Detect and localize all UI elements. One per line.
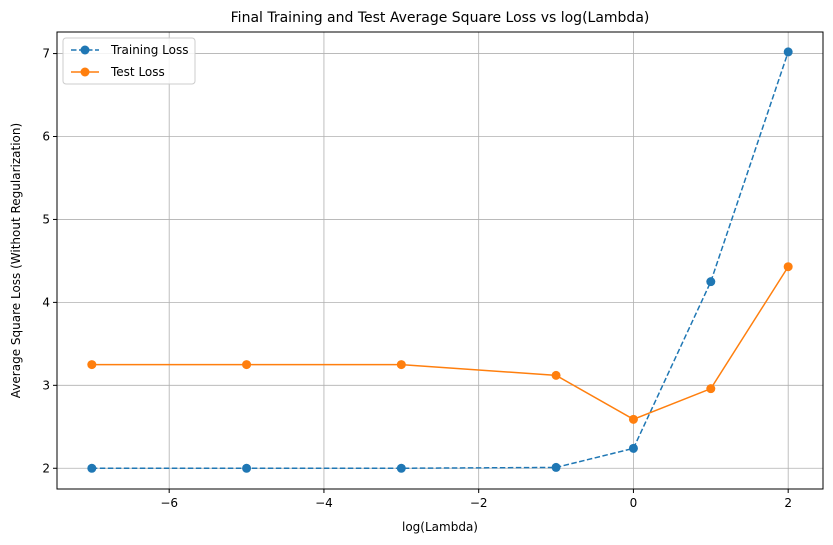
y-tick-label: 7 bbox=[42, 47, 50, 61]
data-point bbox=[783, 47, 793, 57]
data-point bbox=[551, 462, 561, 472]
data-point bbox=[87, 463, 97, 473]
data-point bbox=[783, 262, 793, 272]
y-tick-label: 4 bbox=[42, 295, 50, 309]
legend-entry-label: Training Loss bbox=[110, 43, 188, 57]
y-tick-label: 2 bbox=[42, 461, 50, 475]
chart-title: Final Training and Test Average Square L… bbox=[231, 10, 650, 26]
plot-frame bbox=[56, 31, 824, 490]
legend: Training Loss Test Loss bbox=[62, 37, 196, 85]
x-tick-label: −2 bbox=[470, 496, 488, 510]
data-point bbox=[242, 463, 252, 473]
data-point bbox=[396, 463, 406, 473]
series-layer bbox=[87, 47, 793, 473]
x-tick-label: −6 bbox=[160, 496, 178, 510]
data-point bbox=[628, 414, 638, 424]
y-tick-label: 5 bbox=[42, 212, 50, 226]
series-test-loss bbox=[87, 262, 793, 424]
data-point bbox=[396, 360, 406, 370]
data-point bbox=[706, 384, 716, 394]
legend-marker bbox=[80, 45, 90, 55]
data-point bbox=[87, 360, 97, 370]
legend-marker bbox=[80, 67, 90, 77]
ticks: −6 −4 −2 0 2 2 3 4 5 6 7 bbox=[42, 47, 792, 510]
y-tick-label: 3 bbox=[42, 378, 50, 392]
data-point bbox=[706, 277, 716, 287]
x-tick-label: 0 bbox=[630, 496, 638, 510]
y-tick-label: 6 bbox=[42, 130, 50, 144]
x-tick-label: −4 bbox=[315, 496, 333, 510]
series-line bbox=[91, 51, 789, 470]
data-point bbox=[628, 443, 638, 453]
y-axis-label: Average Square Loss (Without Regularizat… bbox=[9, 123, 23, 398]
grid bbox=[57, 32, 823, 489]
x-axis-label: log(Lambda) bbox=[402, 520, 478, 534]
legend-entry-label: Test Loss bbox=[110, 65, 165, 79]
series-line bbox=[91, 266, 789, 421]
data-point bbox=[551, 370, 561, 380]
data-point bbox=[242, 360, 252, 370]
x-tick-label: 2 bbox=[784, 496, 792, 510]
series-training-loss bbox=[87, 47, 793, 473]
